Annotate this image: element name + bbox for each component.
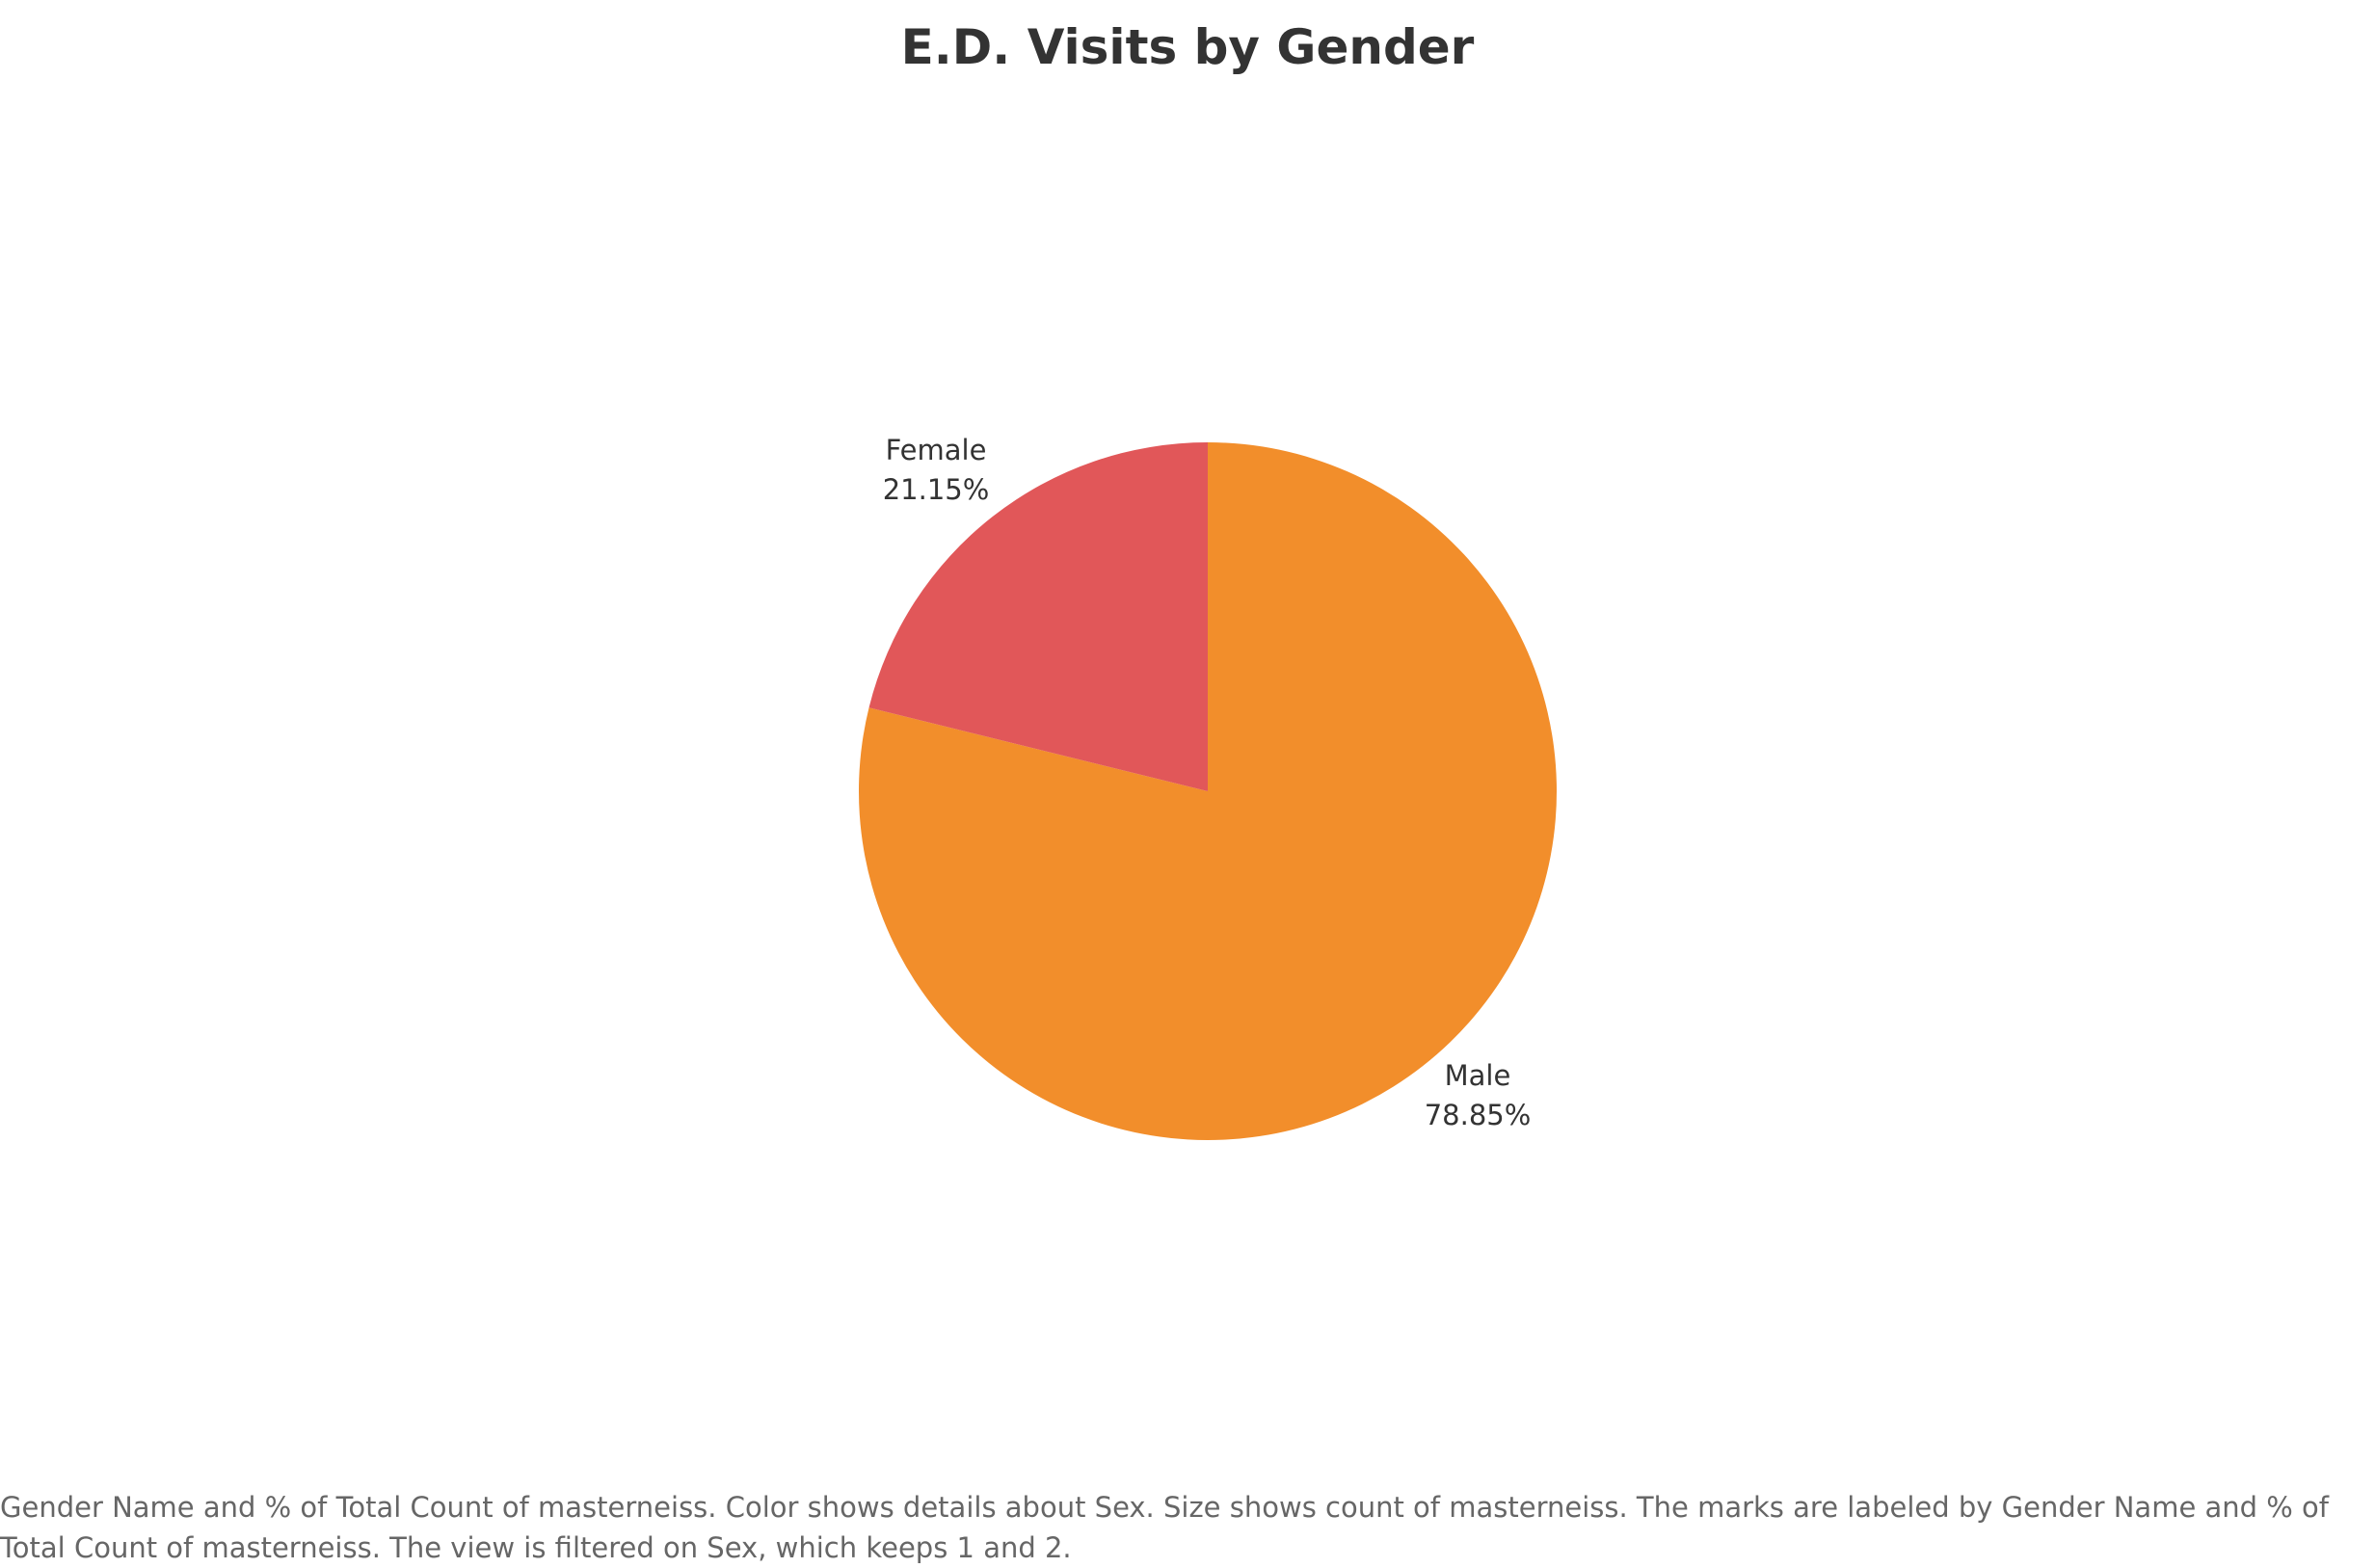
pie-slice-female[interactable]: [868, 442, 1208, 791]
chart-title: E.D. Visits by Gender: [900, 19, 1475, 75]
slice-label-male-name: Male: [1444, 1059, 1511, 1092]
pie-slice-male[interactable]: [858, 442, 1557, 1140]
slice-label-female-value: 21.15%: [882, 473, 990, 506]
slice-label-female-name: Female: [885, 434, 987, 466]
slice-label-female: Female 21.15%: [840, 431, 1032, 510]
chart-caption: Gender Name and % of Total Count of mast…: [0, 1491, 2330, 1564]
slice-label-male-value: 78.85%: [1424, 1099, 1532, 1131]
slice-label-male: Male 78.85%: [1381, 1056, 1574, 1135]
